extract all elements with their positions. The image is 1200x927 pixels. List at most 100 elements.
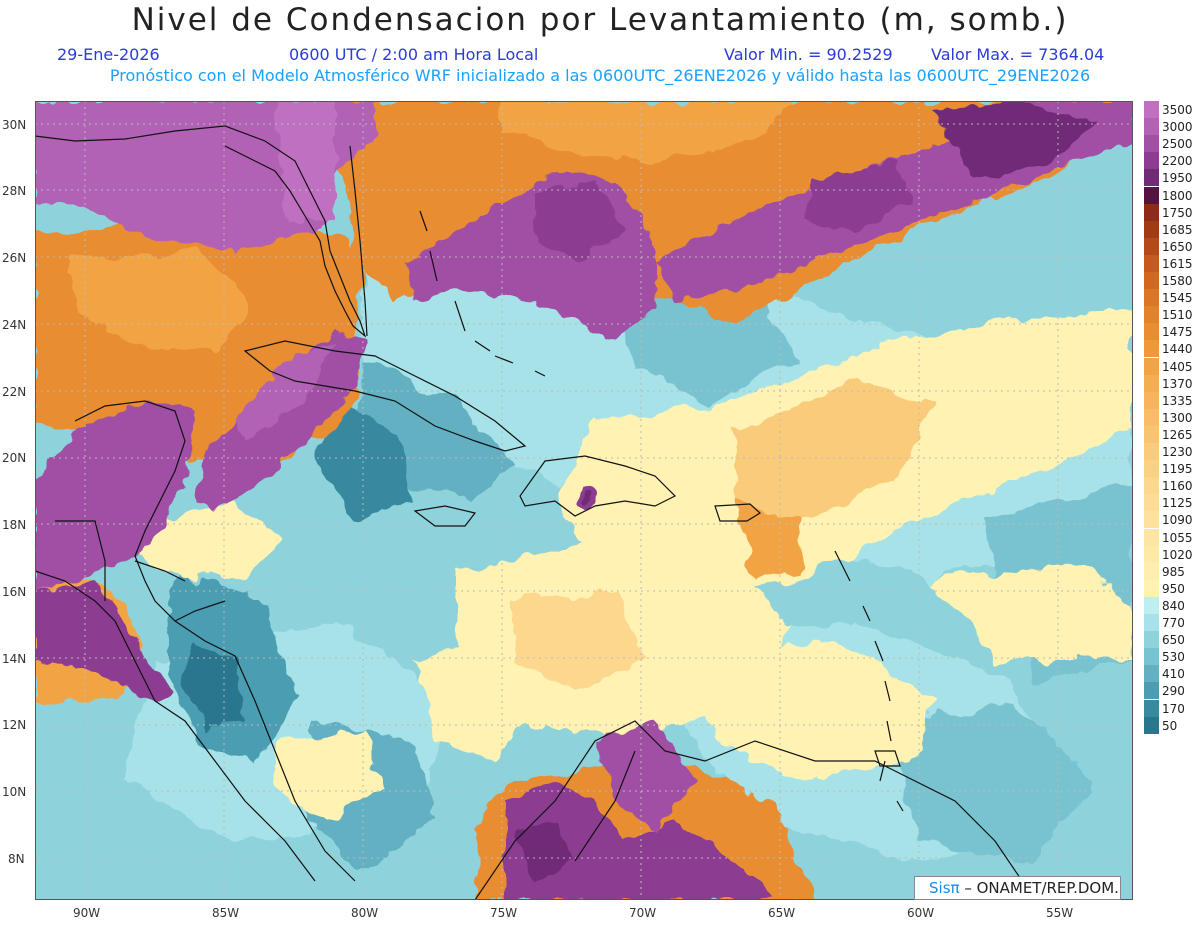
sispi-logo: Sisπ	[929, 879, 960, 897]
legend-entry: 1195	[1144, 460, 1200, 478]
legend-swatch	[1144, 511, 1159, 529]
legend-label: 985	[1162, 564, 1185, 579]
lat-label-8n: 8N	[8, 852, 25, 866]
legend-label: 1055	[1162, 530, 1193, 545]
legend-label: 1440	[1162, 342, 1193, 357]
legend-entry: 1300	[1144, 408, 1200, 426]
lat-label-24n: 24N	[2, 318, 27, 332]
legend-swatch	[1144, 254, 1159, 272]
legend-swatch	[1144, 562, 1159, 580]
legend-swatch	[1144, 460, 1159, 478]
legend-label: 1160	[1162, 479, 1193, 494]
legend-swatch	[1144, 272, 1159, 289]
min-value: Valor Min. = 90.2529	[724, 45, 893, 64]
legend-entry: 1545	[1144, 289, 1200, 307]
legend-entry: 985	[1144, 562, 1200, 580]
legend-label: 1335	[1162, 393, 1193, 408]
legend-swatch	[1144, 425, 1159, 443]
legend-entry: 2200	[1144, 152, 1200, 170]
legend-label: 1510	[1162, 308, 1193, 323]
legend-swatch	[1144, 357, 1159, 375]
legend-swatch	[1144, 135, 1159, 153]
legend-swatch	[1144, 101, 1159, 118]
legend-entry: 1160	[1144, 477, 1200, 495]
lat-label-28n: 28N	[2, 184, 27, 198]
lat-label-10n: 10N	[2, 785, 27, 799]
legend-entry: 1440	[1144, 340, 1200, 358]
lon-label-80w: 80W	[351, 906, 379, 920]
legend-entry: 1125	[1144, 494, 1200, 512]
coastlines	[35, 125, 1036, 900]
lon-label-70w: 70W	[629, 906, 657, 920]
legend-swatch	[1144, 494, 1159, 512]
legend-label: 170	[1162, 701, 1185, 716]
legend-entry: 1055	[1144, 528, 1200, 546]
graticule	[35, 101, 1133, 900]
legend-label: 1950	[1162, 171, 1193, 186]
legend-swatch	[1144, 579, 1159, 597]
legend-entry: 1580	[1144, 272, 1200, 289]
forecast-date: 29-Ene-2026	[57, 45, 160, 64]
max-value: Valor Max. = 7364.04	[931, 45, 1105, 64]
legend-entry: 1800	[1144, 186, 1200, 204]
legend-entry: 1335	[1144, 391, 1200, 409]
legend-entry: 1405	[1144, 357, 1200, 375]
legend-entry: 1650	[1144, 237, 1200, 255]
legend-swatch	[1144, 408, 1159, 426]
lcl-map	[35, 101, 1133, 900]
legend-swatch	[1144, 169, 1159, 187]
legend-entry: 950	[1144, 579, 1200, 597]
legend-entry: 3500	[1144, 101, 1200, 118]
legend-entry: 1265	[1144, 425, 1200, 443]
lat-label-14n: 14N	[2, 652, 27, 666]
legend-entry: 1950	[1144, 169, 1200, 187]
lat-label-26n: 26N	[2, 251, 27, 265]
legend-label: 50	[1162, 718, 1178, 733]
legend-entry: 840	[1144, 596, 1200, 614]
legend-entry: 1750	[1144, 203, 1200, 221]
legend-label: 1475	[1162, 325, 1193, 340]
legend-swatch	[1144, 596, 1159, 614]
legend-label: 410	[1162, 667, 1185, 682]
legend-label: 1650	[1162, 239, 1193, 254]
legend-label: 840	[1162, 598, 1185, 613]
legend-swatch	[1144, 237, 1159, 255]
legend-label: 3000	[1162, 120, 1193, 135]
legend-entry: 1090	[1144, 511, 1200, 529]
lon-label-75w: 75W	[490, 906, 518, 920]
legend-label: 1300	[1162, 410, 1193, 425]
legend-label: 2500	[1162, 137, 1193, 152]
lon-label-90w: 90W	[73, 906, 101, 920]
legend-label: 1685	[1162, 222, 1193, 237]
legend-entry: 50	[1144, 716, 1200, 734]
lat-label-20n: 20N	[2, 451, 27, 465]
legend-swatch	[1144, 716, 1159, 734]
lon-label-85w: 85W	[212, 906, 240, 920]
lon-label-60w: 60W	[907, 906, 935, 920]
legend-label: 650	[1162, 633, 1185, 648]
legend-swatch	[1144, 545, 1159, 563]
legend-entry: 290	[1144, 682, 1200, 700]
legend-swatch	[1144, 665, 1159, 683]
model-description: Pronóstico con el Modelo Atmosférico WRF…	[109, 66, 1091, 85]
legend-label: 1545	[1162, 291, 1193, 306]
legend-swatch	[1144, 203, 1159, 221]
lat-label-18n: 18N	[2, 518, 27, 532]
legend-swatch	[1144, 306, 1159, 324]
legend-label: 1265	[1162, 427, 1193, 442]
legend-entry: 1510	[1144, 306, 1200, 324]
legend-entry: 2500	[1144, 135, 1200, 153]
lat-label-12n: 12N	[2, 718, 27, 732]
credit-box: Sisπ – ONAMET/REP.DOM.	[914, 876, 1121, 900]
legend-label: 950	[1162, 581, 1185, 596]
legend-label: 3500	[1162, 103, 1193, 117]
legend-entry: 650	[1144, 631, 1200, 649]
legend-label: 1615	[1162, 256, 1193, 271]
forecast-time: 0600 UTC / 2:00 am Hora Local	[289, 45, 539, 64]
legend-label: 1020	[1162, 547, 1193, 562]
legend-entry: 1020	[1144, 545, 1200, 563]
lat-label-16n: 16N	[2, 585, 27, 599]
lon-label-55w: 55W	[1046, 906, 1074, 920]
legend-swatch	[1144, 614, 1159, 631]
map-title: Nivel de Condensacion por Levantamiento …	[131, 2, 1069, 38]
